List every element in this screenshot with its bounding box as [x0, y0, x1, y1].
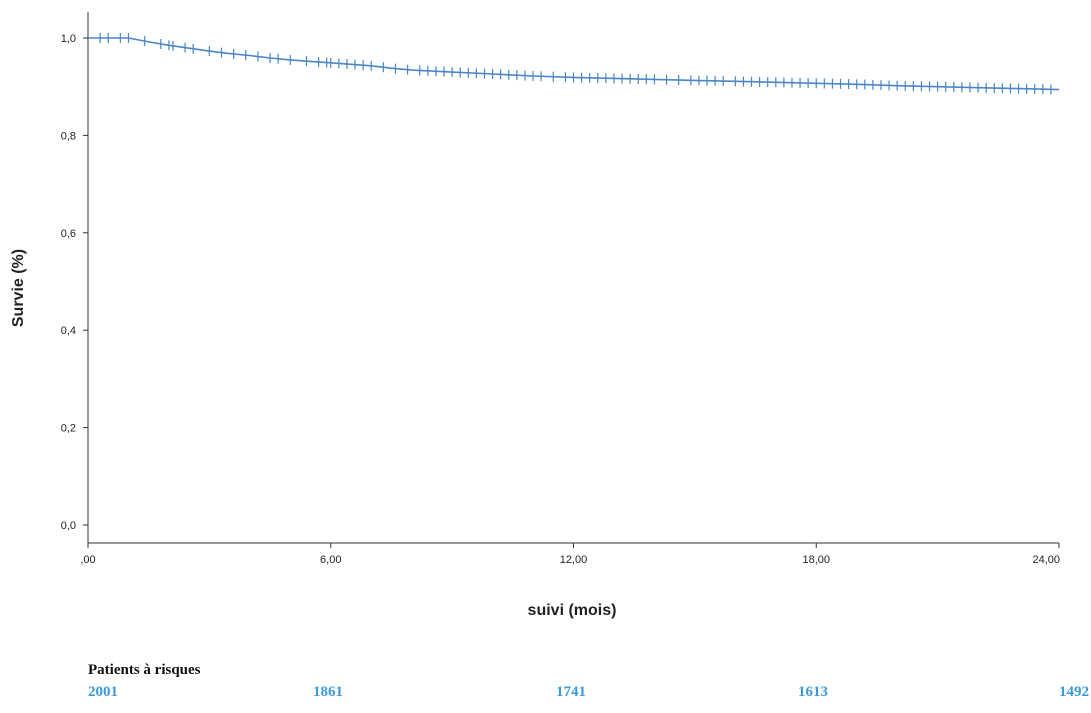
at-risk-title: Patients à risques [88, 662, 201, 678]
x-tick-label: 12,00 [560, 554, 588, 566]
tick-labels: 0,0 0,2 0,4 0,6 0,8 1,0 ,00 6,00 12,00 18,00 24,00 [61, 33, 1060, 566]
x-tick-label: 6,00 [320, 554, 341, 566]
y-tick-label: 0,4 [61, 325, 76, 337]
x-axis-title: suivi (mois) [528, 602, 617, 619]
axes [83, 12, 1060, 548]
y-axis-title: Survie (%) [10, 249, 27, 327]
y-tick-label: 0,2 [61, 423, 76, 435]
at-risk-count: 2001 [88, 684, 118, 700]
at-risk-count: 1613 [798, 684, 828, 700]
at-risk-count: 1861 [313, 684, 343, 700]
y-tick-label: 1,0 [61, 33, 76, 45]
y-tick-label: 0,0 [61, 520, 76, 532]
x-tick-label: ,00 [80, 554, 95, 566]
survival-line [88, 37, 1060, 91]
x-tick-label: 18,00 [802, 554, 830, 566]
survival-curve [88, 37, 1060, 91]
y-tick-label: 0,8 [61, 130, 76, 142]
censor-marks [99, 33, 1052, 95]
at-risk-count: 1741 [556, 684, 586, 700]
x-tick-label: 24,00 [1032, 554, 1060, 566]
at-risk-count: 1492 [1059, 684, 1089, 700]
y-tick-label: 0,6 [61, 228, 76, 240]
